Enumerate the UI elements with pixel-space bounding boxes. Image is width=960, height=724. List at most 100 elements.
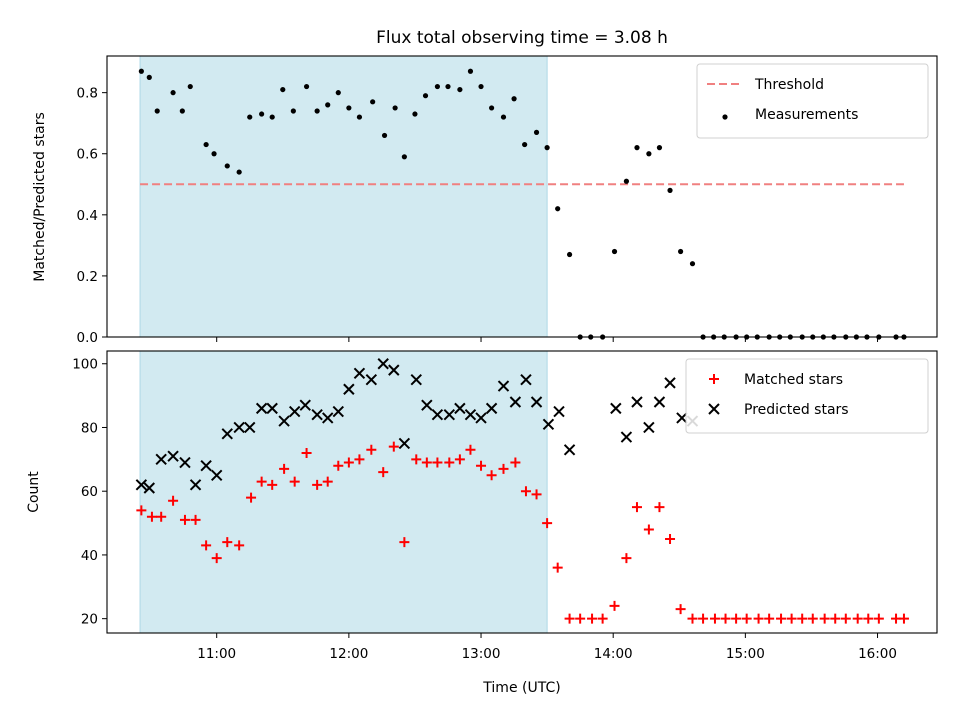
data-point [656, 145, 663, 151]
x-tick-label: 11:00 [197, 646, 236, 662]
data-point [443, 409, 456, 421]
data-point [190, 514, 201, 525]
data-point [511, 96, 517, 102]
data-point [510, 457, 521, 468]
data-point [500, 114, 507, 120]
data-point [898, 613, 909, 624]
data-point [332, 405, 344, 418]
data-point [299, 399, 311, 411]
data-point [764, 613, 775, 624]
data-point [378, 467, 389, 478]
data-point [322, 412, 334, 424]
data-point [179, 514, 190, 525]
data-point [610, 402, 622, 415]
y-tick-label: 20 [81, 612, 98, 628]
data-point [365, 373, 378, 386]
data-point [819, 613, 830, 624]
data-point [665, 534, 676, 544]
data-point [454, 402, 466, 415]
data-point [247, 114, 253, 120]
data-point [422, 93, 429, 99]
data-point [346, 105, 352, 111]
data-point [621, 553, 632, 564]
data-point [311, 409, 323, 421]
data-point [146, 511, 157, 522]
y-tick-label: 0.6 [77, 147, 98, 163]
data-point [667, 187, 673, 193]
data-point [631, 502, 642, 513]
data-point [587, 613, 598, 624]
data-point [476, 460, 487, 471]
data-point [434, 83, 441, 90]
data-point [609, 600, 620, 611]
data-point [168, 495, 179, 506]
data-point [497, 380, 510, 392]
data-point [322, 476, 333, 487]
data-point [135, 479, 148, 491]
y-tick-label: 0.8 [77, 86, 98, 102]
data-point [485, 402, 498, 415]
data-point [654, 502, 665, 513]
x-tick-label: 13:00 [462, 646, 501, 662]
count-panel: 20 40 60 80 100 11:00 12:00 13:00 14:00 15:00 16:0… [72, 350, 938, 662]
legend-item: Threshold [707, 77, 824, 93]
data-point [522, 141, 528, 148]
legend-item: Measurements [722, 107, 858, 123]
data-point [475, 412, 487, 424]
data-point [290, 108, 296, 114]
data-point [314, 108, 320, 114]
chart-title: Flux total observing time = 3.08 h [376, 28, 668, 48]
data-point [542, 418, 555, 430]
data-point [200, 460, 212, 472]
data-point [564, 613, 575, 624]
data-point [203, 141, 209, 148]
data-point [555, 206, 561, 212]
observing-span-shade [139, 55, 548, 338]
data-point [266, 402, 278, 415]
series-matched-stars [136, 441, 909, 624]
x-tick-label: 15:00 [726, 646, 765, 662]
data-point [312, 479, 323, 490]
data-point [478, 83, 484, 90]
data-point [431, 409, 444, 421]
series-predicted-stars [135, 358, 699, 494]
data-point [354, 454, 365, 465]
data-point [552, 562, 563, 573]
legend-box [685, 358, 929, 434]
data-point [830, 613, 841, 624]
legend: Matched stars Predicted stars [685, 358, 929, 434]
legend-box [696, 63, 929, 139]
data-point [563, 444, 576, 456]
data-point [776, 613, 787, 624]
data-point [210, 469, 223, 481]
data-point [465, 444, 476, 455]
data-point [807, 613, 818, 624]
data-point [269, 114, 275, 120]
data-point [664, 377, 676, 389]
data-point [388, 364, 400, 376]
data-point [233, 421, 245, 434]
data-point [623, 178, 630, 184]
data-point [224, 163, 230, 169]
legend-label: Matched stars [744, 372, 843, 388]
legend-item: Predicted stars [708, 402, 849, 418]
data-point [392, 105, 398, 111]
x-tick-label: 14:00 [594, 646, 633, 662]
data-point [343, 457, 354, 468]
data-point [753, 613, 764, 624]
legend-label: Measurements [755, 107, 858, 123]
data-point [646, 151, 652, 157]
data-point [840, 613, 851, 624]
data-point [498, 463, 509, 474]
ratio-panel: 0.0 0.2 0.4 0.6 0.8 Threshold Measurements [77, 55, 938, 346]
data-point [709, 613, 720, 624]
data-point [863, 613, 874, 624]
data-point [154, 108, 160, 114]
x-tick-label: 16:00 [858, 646, 897, 662]
data-point [444, 457, 455, 468]
data-point [432, 457, 443, 468]
data-point [398, 437, 411, 450]
data-point [454, 454, 465, 465]
data-point [677, 248, 684, 255]
